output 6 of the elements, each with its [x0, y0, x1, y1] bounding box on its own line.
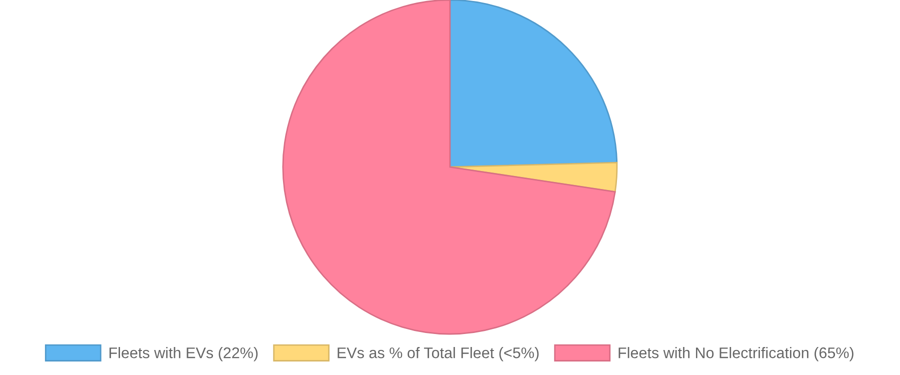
legend-label: EVs as % of Total Fleet (<5%) [338, 347, 539, 362]
pie-slice [282, 0, 616, 335]
pie-slice [449, 162, 618, 193]
legend-label: Fleets with No Electrification (65%) [618, 347, 854, 362]
pie-slice [449, 0, 618, 168]
legend-label: Fleets with EVs (22%) [110, 347, 258, 362]
